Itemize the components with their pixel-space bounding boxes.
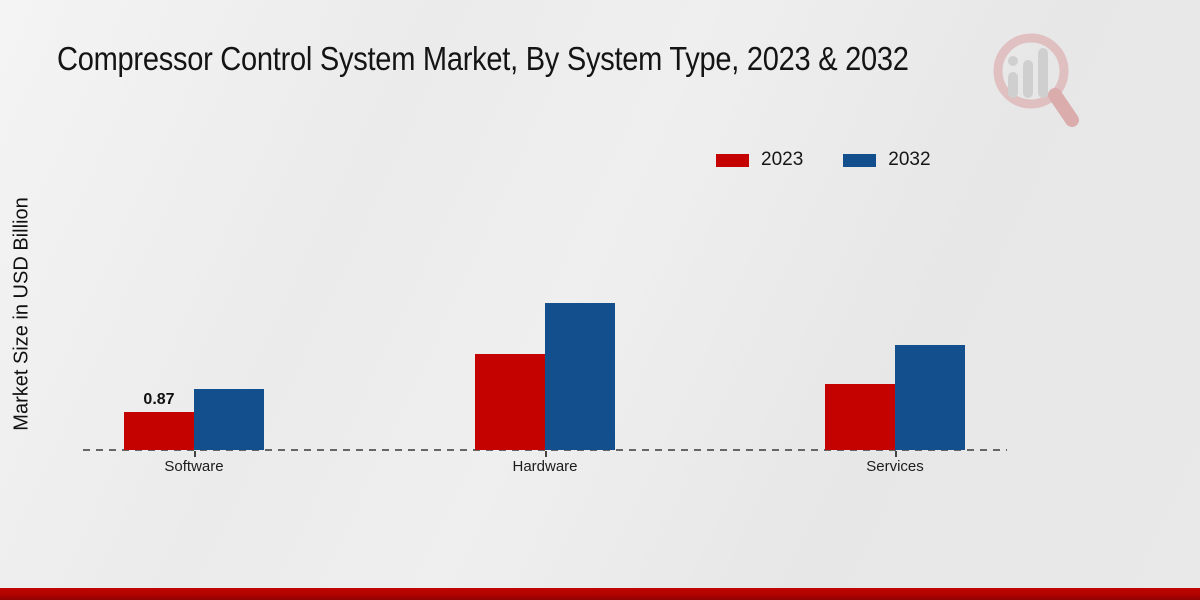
footer-accent-bar bbox=[0, 588, 1200, 600]
bar-2032-services bbox=[895, 345, 965, 450]
category-label-hardware: Hardware bbox=[512, 458, 578, 475]
bar-2032-hardware bbox=[545, 303, 615, 450]
legend-label: 2023 bbox=[761, 149, 804, 170]
legend-label: 2032 bbox=[888, 149, 931, 170]
legend-item-2023: 2023 bbox=[716, 149, 803, 171]
x-axis-tick-hardware bbox=[545, 451, 547, 457]
bar-2023-software bbox=[124, 412, 194, 450]
x-axis-tick-services bbox=[895, 451, 897, 457]
x-axis-tick-software bbox=[194, 451, 196, 457]
legend-swatch-2023 bbox=[716, 153, 749, 167]
x-axis-line bbox=[83, 449, 1007, 451]
magnifier-bar-chart-logo-icon bbox=[993, 33, 1079, 127]
value-label-2023-software: 0.87 bbox=[143, 390, 175, 408]
category-label-software: Software bbox=[164, 458, 224, 475]
bar-2023-hardware bbox=[475, 353, 545, 450]
chart-title: Compressor Control System Market, By Sys… bbox=[57, 40, 909, 77]
legend-item-2032: 2032 bbox=[843, 149, 931, 171]
bar-2023-services bbox=[825, 384, 895, 450]
bar-2032-software bbox=[194, 388, 264, 450]
legend: 2023 2032 bbox=[716, 149, 931, 171]
category-label-services: Services bbox=[866, 458, 924, 475]
legend-swatch-2032 bbox=[843, 153, 877, 167]
